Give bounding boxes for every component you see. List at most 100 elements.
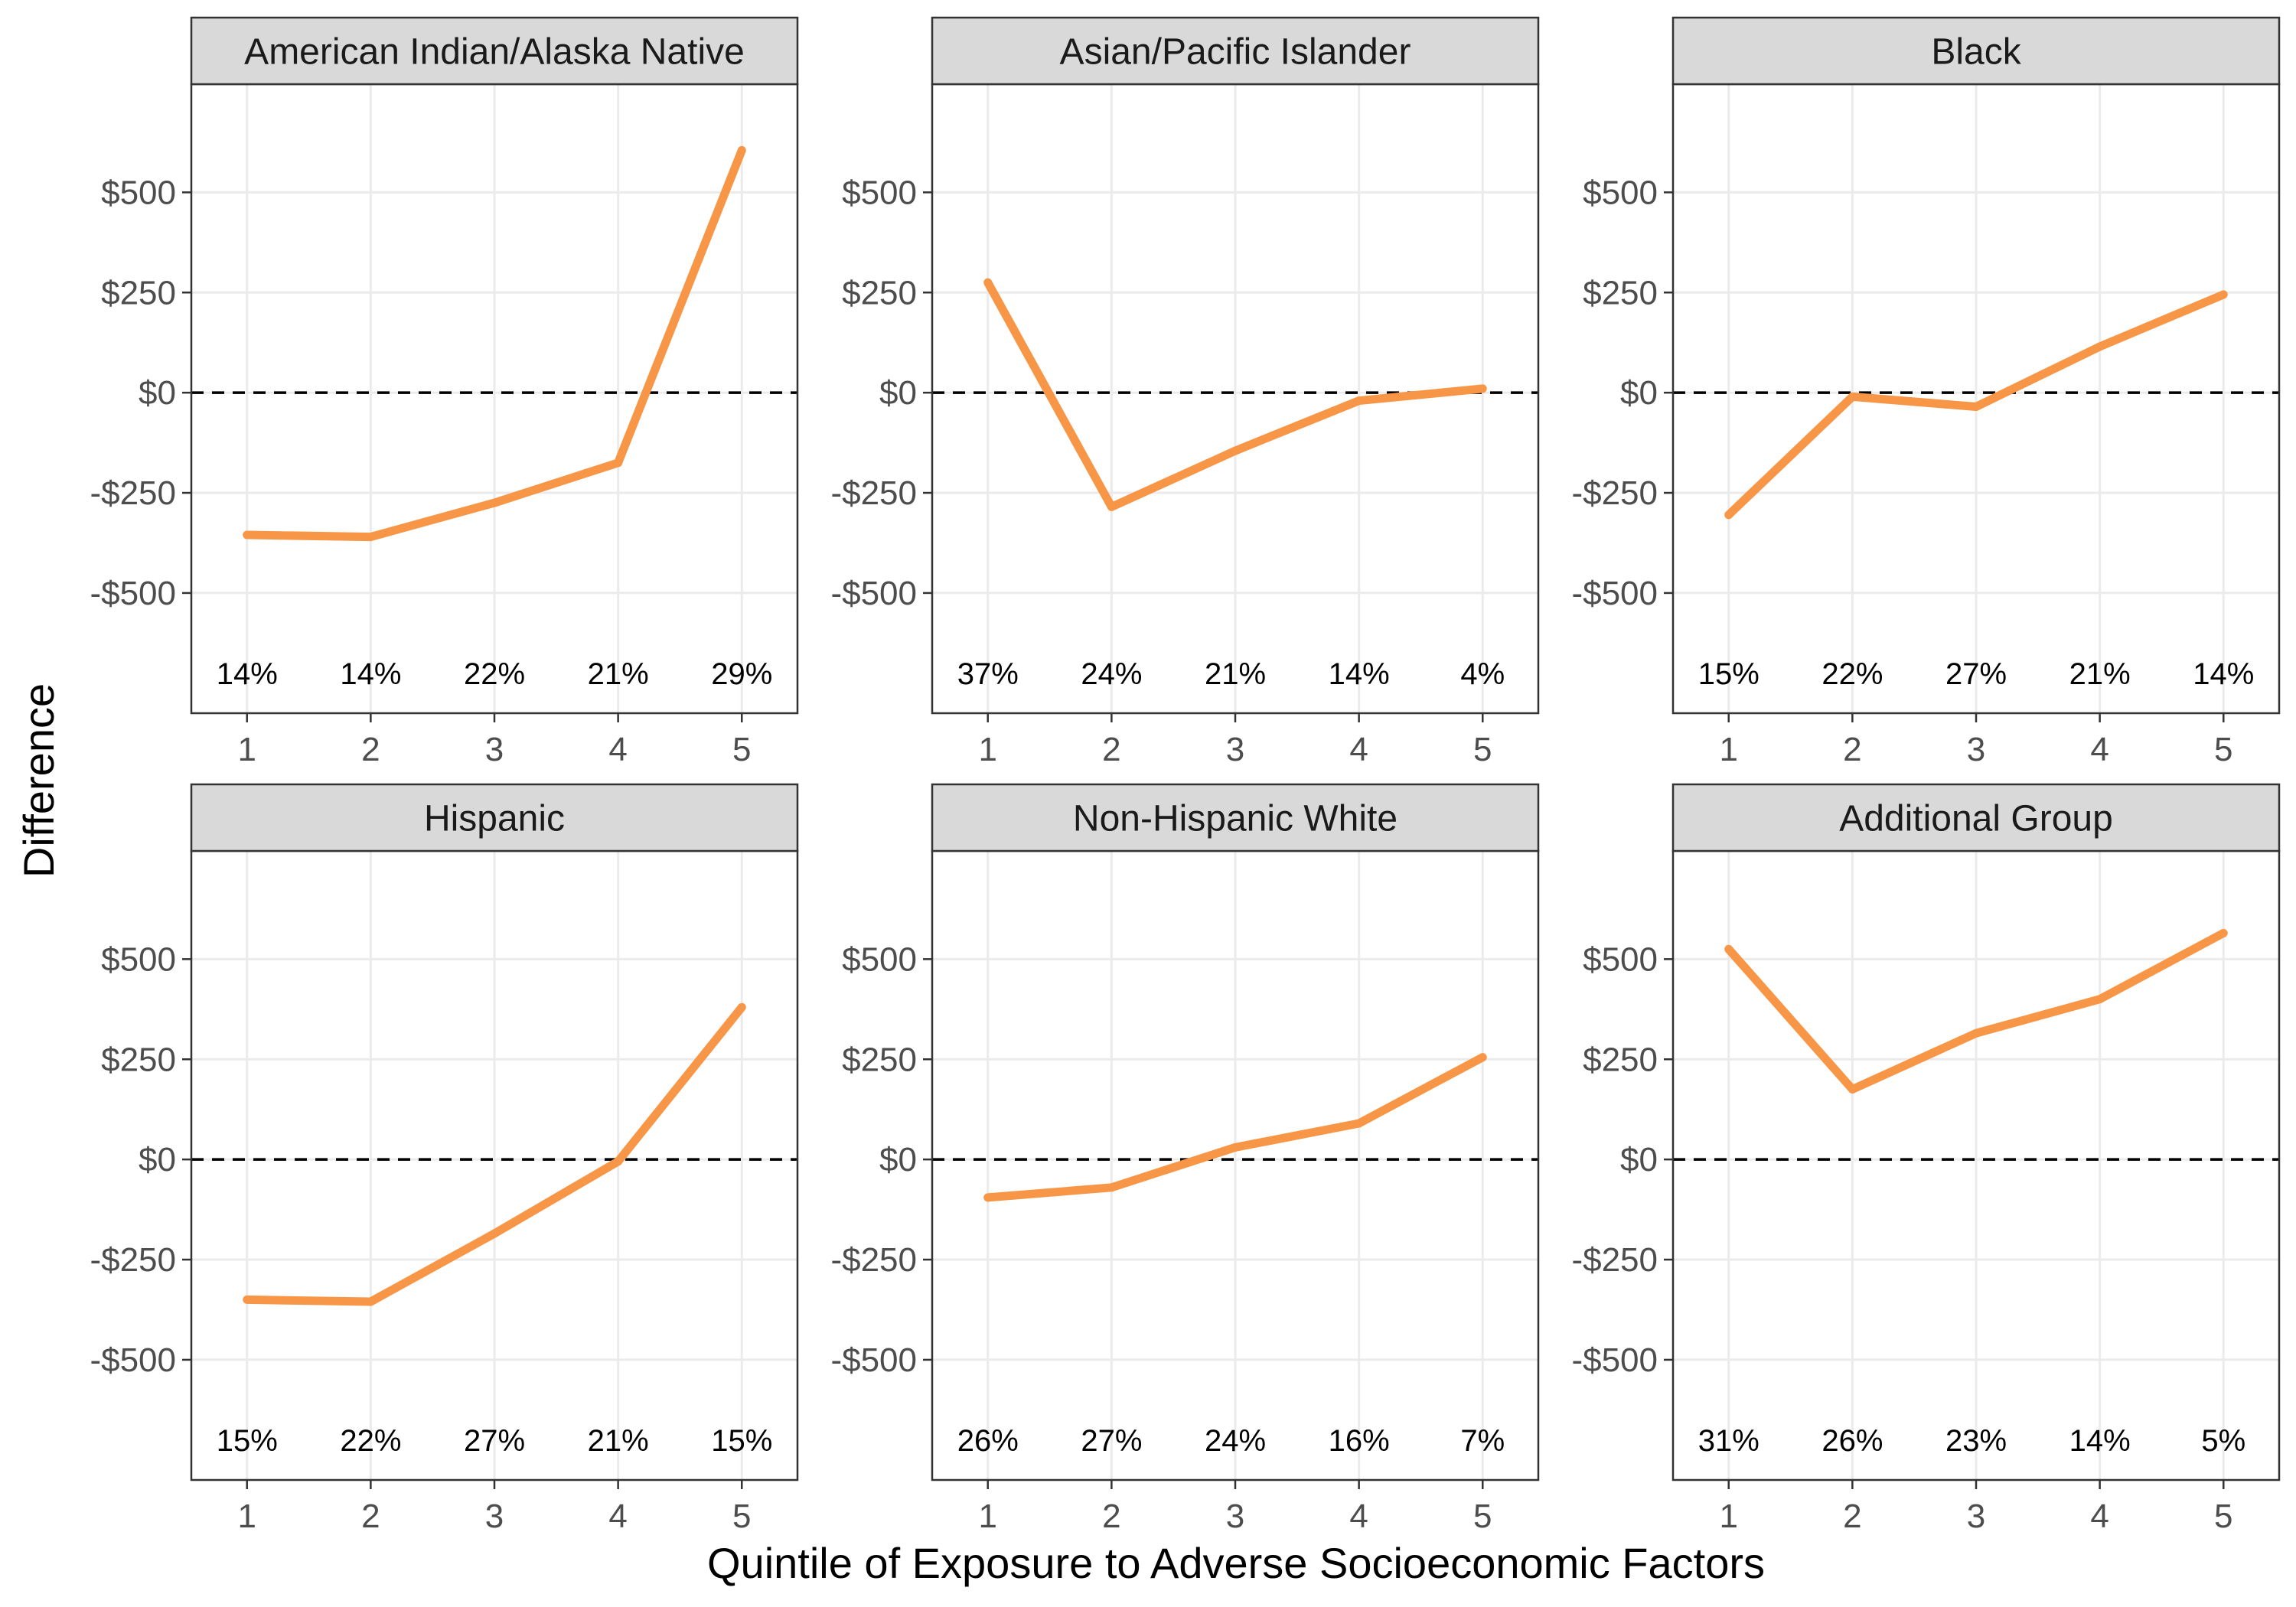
strip-background	[1671, 783, 2281, 852]
share-label: 23%	[1945, 1424, 2007, 1458]
data-point	[983, 1193, 993, 1202]
x-tick-label: 4	[2090, 731, 2108, 768]
y-tick-label: $0	[879, 1141, 917, 1178]
data-point	[243, 530, 252, 539]
y-tick-label: -$500	[830, 575, 917, 612]
panel-5: 26% 27% 24% 16% 7% Non-Hispanic White $500 $250…	[830, 783, 1540, 1535]
share-label: 26%	[957, 1424, 1019, 1458]
share-label: 27%	[1081, 1424, 1142, 1458]
share-label: 15%	[1698, 657, 1760, 691]
share-label: 14%	[1329, 657, 1390, 691]
x-tick-label: 2	[361, 731, 380, 768]
x-tick-label: 3	[1226, 731, 1244, 768]
data-point	[1355, 1119, 1364, 1128]
data-point	[1848, 392, 1857, 401]
share-label: 14%	[217, 657, 278, 691]
share-label: 5%	[2201, 1424, 2245, 1458]
x-tick-label: 3	[1967, 731, 1985, 768]
x-tick-label: 1	[1719, 731, 1737, 768]
strip-background	[931, 783, 1540, 852]
share-label: 21%	[1205, 657, 1266, 691]
x-tick-label: 4	[1349, 1498, 1368, 1535]
x-tick-label: 3	[1967, 1498, 1985, 1535]
y-tick-label: $0	[139, 1141, 176, 1178]
panel-title: Asian/Pacific Islander	[1060, 32, 1411, 73]
x-tick-label: 1	[237, 731, 256, 768]
data-point	[490, 498, 499, 507]
data-point	[983, 278, 993, 287]
data-point	[1107, 502, 1116, 511]
data-point	[1971, 402, 1981, 411]
y-tick-label: -$250	[830, 1241, 917, 1279]
panel-title: Additional Group	[1839, 799, 2113, 839]
x-tick-label: 1	[978, 731, 996, 768]
strip-background	[1671, 16, 2281, 86]
share-label: 15%	[711, 1424, 772, 1458]
y-tick-label: -$500	[1571, 1341, 1658, 1379]
panel-1: 14% 14% 22% 21% 29% American Indian/Alaska Na…	[90, 16, 799, 768]
panel-4: 15% 22% 27% 21% 15% Hispanic $500 $250 $0 -$250 -$…	[90, 783, 799, 1535]
x-tick-label: 4	[608, 731, 627, 768]
share-label: 15%	[217, 1424, 278, 1458]
x-tick-label: 2	[1102, 731, 1120, 768]
x-tick-label: 3	[1226, 1498, 1244, 1535]
panel-title: Black	[1931, 32, 2021, 73]
data-point	[737, 145, 746, 155]
strip-background	[190, 783, 799, 852]
data-point	[1478, 1053, 1487, 1062]
y-tick-label: $500	[842, 940, 917, 978]
y-tick-label: $500	[1583, 174, 1658, 211]
share-label: 27%	[1945, 657, 2007, 691]
data-point	[614, 458, 623, 468]
share-label: 21%	[588, 657, 649, 691]
y-tick-label: $500	[101, 940, 176, 978]
x-tick-label: 5	[732, 731, 751, 768]
data-point	[614, 1157, 623, 1166]
data-point	[737, 1002, 746, 1012]
share-label: 14%	[2069, 1424, 2131, 1458]
x-tick-label: 1	[1719, 1498, 1737, 1535]
share-label: 21%	[2069, 657, 2131, 691]
y-tick-label: -$250	[1571, 474, 1658, 512]
share-label: 29%	[711, 657, 772, 691]
data-point	[490, 1229, 499, 1238]
data-point	[1724, 944, 1733, 953]
share-label: 24%	[1081, 657, 1142, 691]
x-tick-label: 4	[608, 1498, 627, 1535]
x-tick-label: 2	[1102, 1498, 1120, 1535]
x-tick-label: 3	[485, 1498, 504, 1535]
x-tick-label: 2	[361, 1498, 380, 1535]
data-point	[1724, 510, 1733, 520]
share-label: 27%	[464, 1424, 525, 1458]
x-tick-label: 1	[237, 1498, 256, 1535]
y-tick-label: -$500	[830, 1341, 917, 1379]
share-label: 21%	[588, 1424, 649, 1458]
x-tick-label: 1	[978, 1498, 996, 1535]
y-axis-title: Difference	[15, 683, 63, 878]
data-point	[366, 1297, 375, 1306]
share-label: 4%	[1460, 657, 1505, 691]
panel-title: American Indian/Alaska Native	[244, 32, 745, 73]
strip-background	[931, 16, 1540, 86]
share-label: 16%	[1329, 1424, 1390, 1458]
data-point	[1478, 384, 1487, 393]
x-tick-label: 5	[1473, 1498, 1492, 1535]
y-tick-label: $0	[139, 374, 176, 412]
share-label: 14%	[340, 657, 401, 691]
panel-title: Hispanic	[424, 799, 565, 839]
y-tick-label: $250	[1583, 274, 1658, 311]
y-tick-label: $250	[842, 274, 917, 311]
x-tick-label: 5	[732, 1498, 751, 1535]
x-tick-label: 4	[2090, 1498, 2108, 1535]
share-label: 14%	[2193, 657, 2254, 691]
panel-2: 37% 24% 21% 14% 4% Asian/Pacific Islander $500…	[830, 16, 1540, 768]
y-tick-label: -$250	[1571, 1241, 1658, 1279]
y-tick-label: $0	[879, 374, 917, 412]
share-label: 37%	[957, 657, 1019, 691]
y-tick-label: $250	[842, 1041, 917, 1078]
y-tick-label: $0	[1620, 1141, 1658, 1178]
x-tick-label: 3	[485, 731, 504, 768]
x-tick-label: 5	[1473, 731, 1492, 768]
panel-3: 15% 22% 27% 21% 14% Black $500 $250 $0 -$250 -$500…	[1571, 16, 2281, 768]
